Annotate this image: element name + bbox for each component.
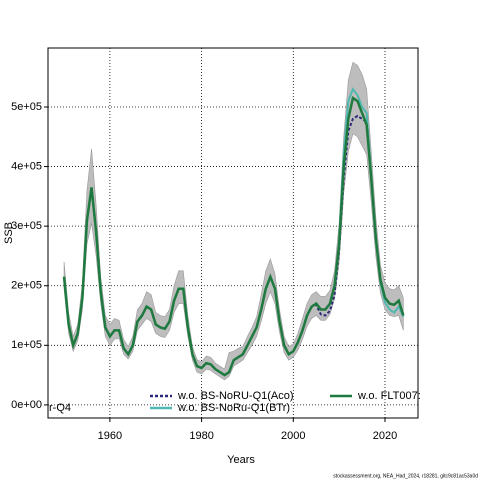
x-axis-label: Years (227, 454, 255, 466)
y-tick-label: 3e+05 (11, 220, 42, 232)
y-axis-label: SSB (3, 222, 15, 244)
legend-label: w.o. BS-NoRu-Q1(BTr) (177, 402, 290, 414)
plot-frame (47, 47, 419, 419)
legend-label: w.o. BS-NoRU-Q1(Aco) (177, 390, 294, 402)
x-tick-label: 1960 (98, 430, 122, 442)
legend-label: w.o. FLT007: (357, 390, 421, 402)
y-tick-label: 4e+05 (11, 160, 42, 172)
legend-fragment: r-Q4 (49, 402, 71, 414)
series-line (62, 96, 405, 377)
y-tick-label: 2e+05 (11, 280, 42, 292)
y-tick-label: 5e+05 (11, 101, 42, 113)
confidence-band (63, 61, 404, 381)
x-tick-label: 2000 (281, 430, 305, 442)
y-tick-label: 0e+00 (11, 399, 42, 411)
x-tick-label: 1980 (189, 430, 213, 442)
x-tick-label: 2020 (373, 430, 397, 442)
footer: stockassessment.org, NEA_Had_2024, r1828… (333, 473, 478, 479)
y-tick-label: 1e+05 (11, 339, 42, 351)
